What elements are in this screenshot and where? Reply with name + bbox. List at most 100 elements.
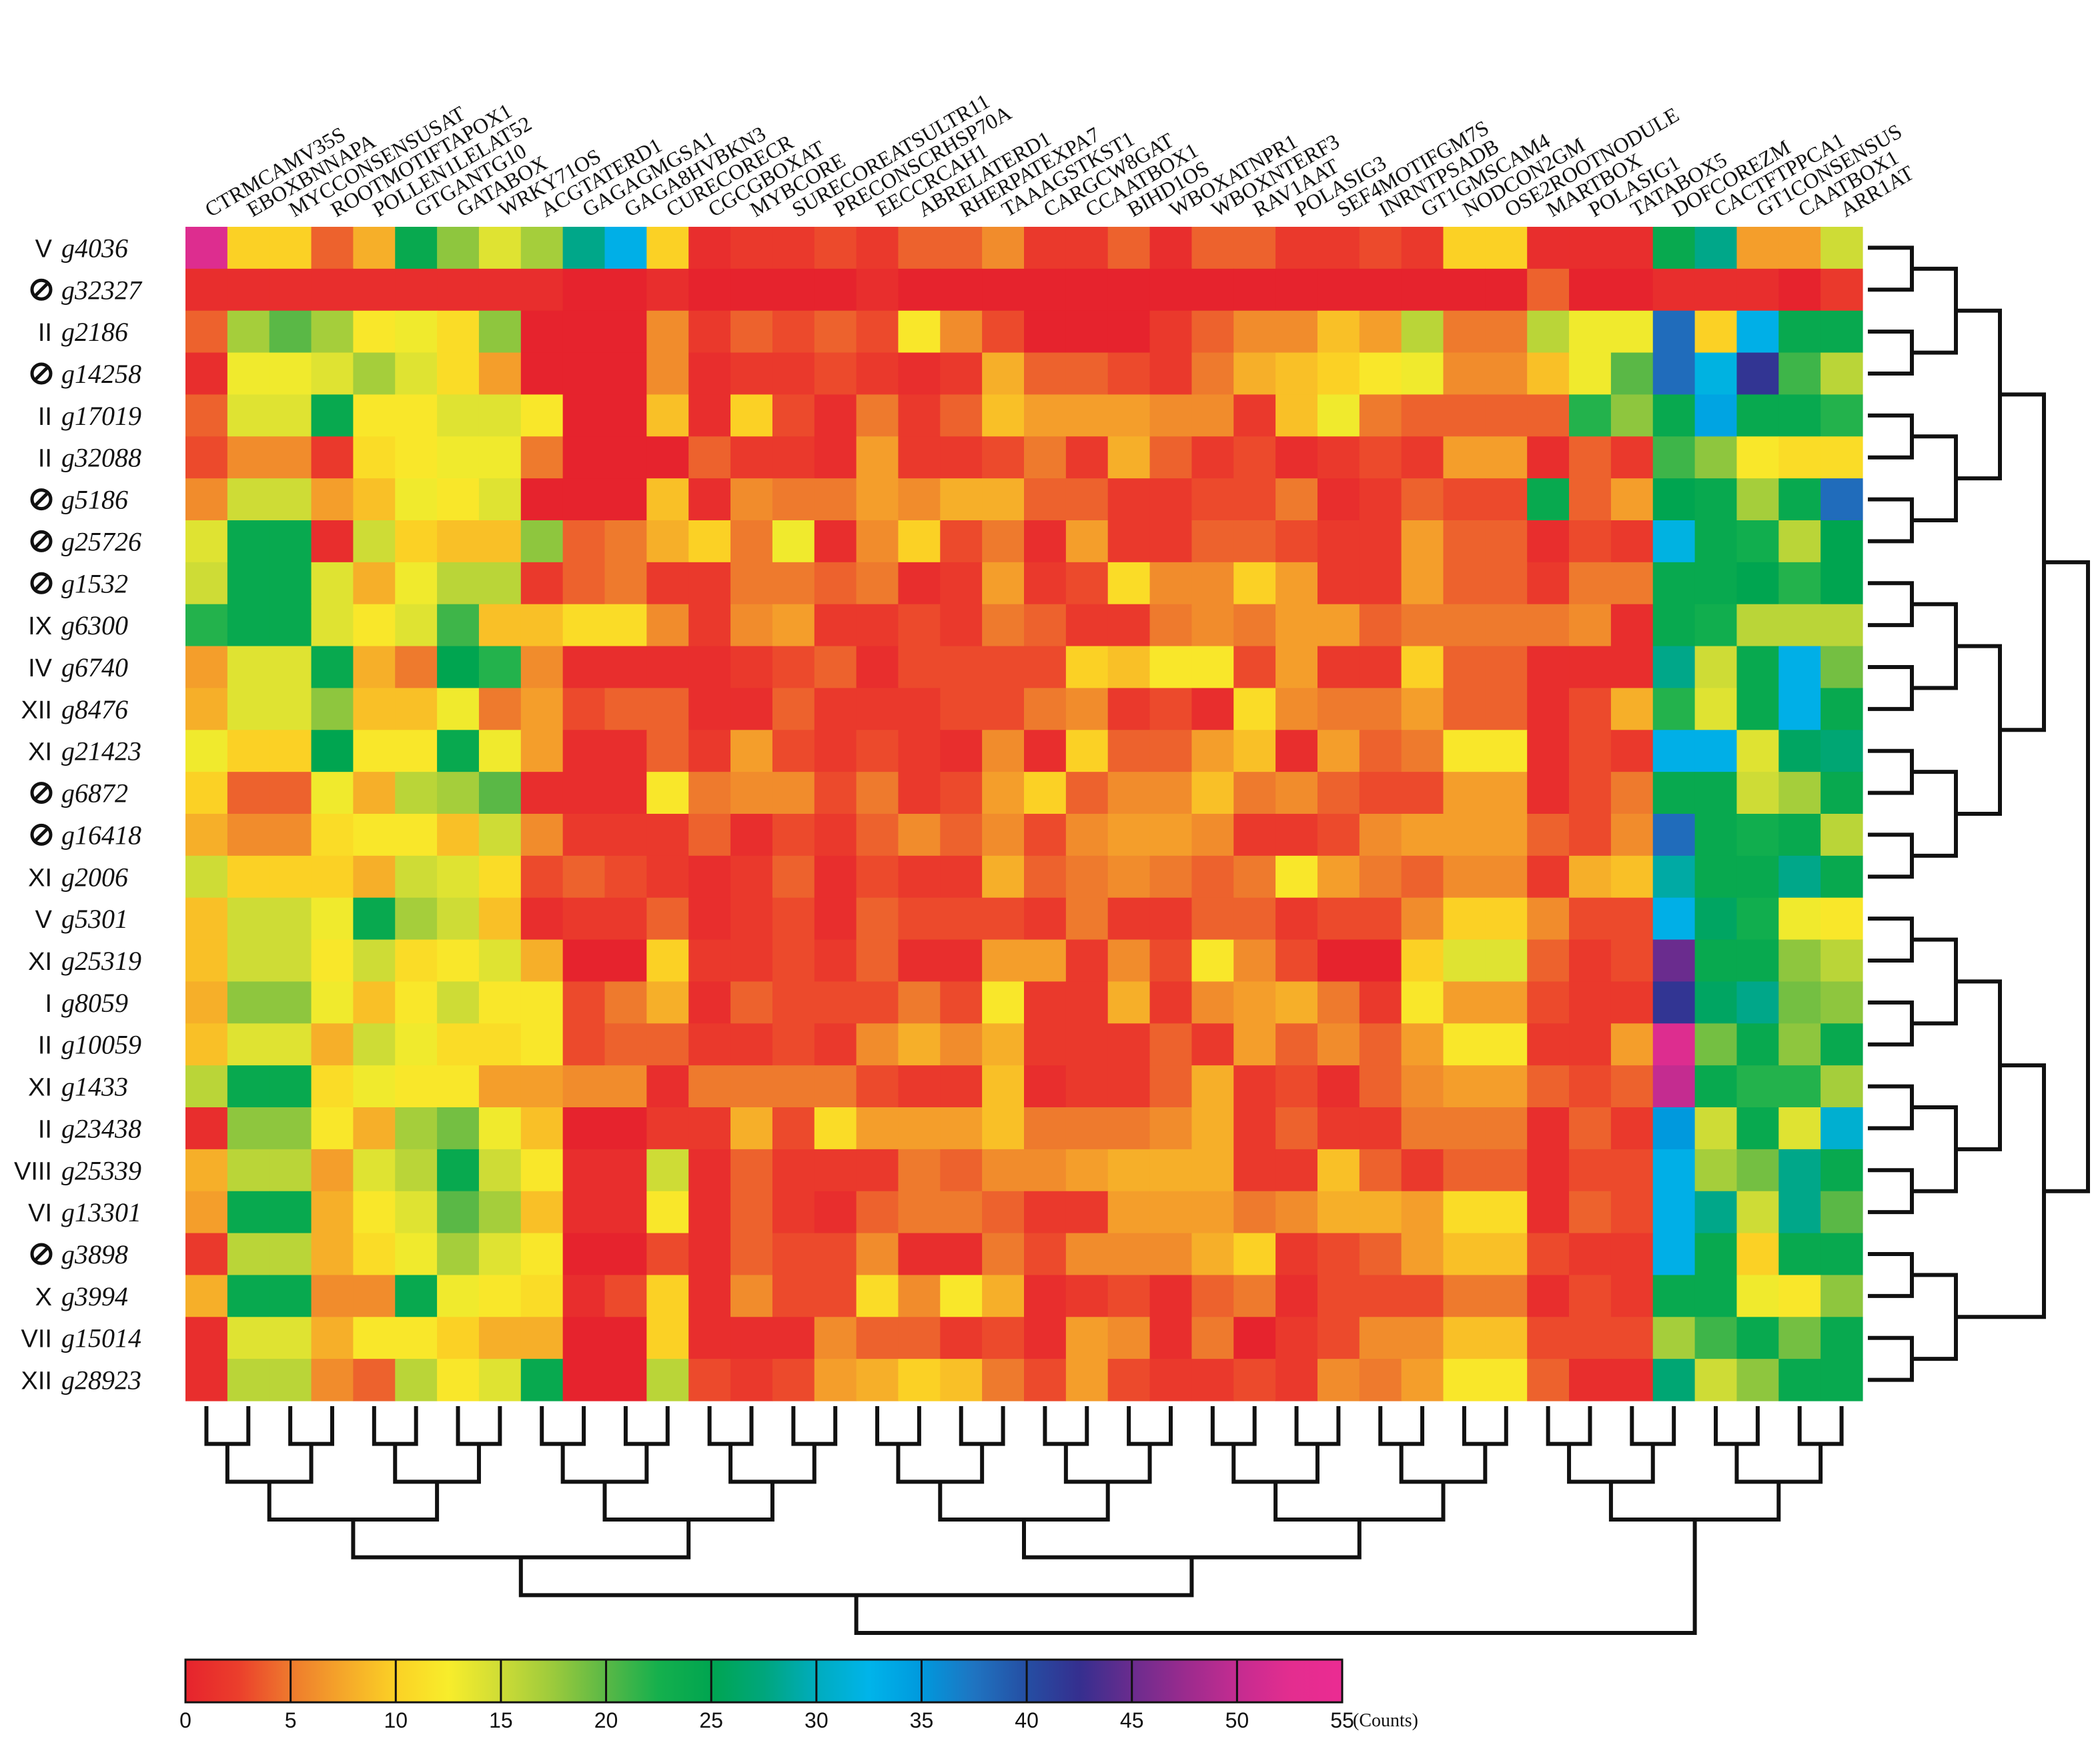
heatmap-cell-g6872-RAV1AAT [1233, 772, 1276, 814]
heatmap-cell-g25726-POLASIG3 [1275, 520, 1318, 563]
heatmap-cell-g14258-CCAATBOX1 [1065, 352, 1109, 396]
colorbar-tick-label: 50 [1225, 1708, 1249, 1732]
heatmap-cell-g5186-GT1GMSCAM4 [1401, 478, 1444, 521]
heatmap-cell-g25319-RHERPATEXPA7 [940, 939, 983, 983]
heatmap-cell-g23438-CURECORECR [646, 1107, 689, 1150]
heatmap-cell-g28923-CAATBOX1 [1778, 1359, 1821, 1401]
heatmap-cell-g1532-CCAATBOX1 [1065, 562, 1109, 605]
heatmap-cell-g1532-NODCON2GM [1443, 562, 1486, 605]
heatmap-cell-g6300-CAATBOX1 [1778, 604, 1821, 647]
heatmap-cell-g5186-EBOXBNNAPA [227, 478, 270, 521]
heatmap-cell-g13301-MARTBOX [1527, 1191, 1570, 1234]
heatmap-cell-g13301-POLASIG3 [1275, 1191, 1318, 1234]
heatmap-cell-g21423-MYBCORE [730, 730, 773, 772]
heatmap-cell-g21423-POLASIG1 [1569, 730, 1612, 772]
heatmap-cell-g13301-ABRELATERD1 [898, 1191, 941, 1234]
heatmap-cell-g6872-NODCON2GM [1443, 772, 1486, 814]
heatmap-cell-g21423-POLLEN1LELAT52 [353, 730, 396, 772]
heatmap-cell-g17019-ABRELATERD1 [898, 394, 941, 437]
heatmap-cell-g32327-CTRMCAMV35S [185, 268, 228, 312]
heatmap-cell-g4036-OSE2ROOTNODULE [1485, 227, 1528, 269]
heatmap-cell-g28923-CTRMCAMV35S [185, 1359, 228, 1401]
heatmap-cell-g2006-RHERPATEXPA7 [940, 855, 983, 899]
heatmap-cell-g8476-WBOXNTERF3 [1191, 688, 1234, 730]
heatmap-cell-g6740-RAV1AAT [1233, 646, 1276, 689]
heatmap-cell-g28923-WBOXATNPR1 [1149, 1359, 1192, 1401]
heatmap-cell-g13301-BIHD1OS [1107, 1191, 1151, 1234]
heatmap-cell-g17019-WBOXATNPR1 [1149, 394, 1192, 437]
row-chromosome-label: I [45, 990, 52, 1018]
heatmap-cell-g3898-GAGA8HVBKN3 [604, 1233, 647, 1276]
heatmap-cell-g6740-PRECONSCRHSP70A [814, 646, 857, 689]
heatmap-cell-g28923-ROOTMOTIFTAPOX1 [311, 1359, 354, 1401]
heatmap-cell-g1433-SURECOREATSULTR11 [772, 1065, 815, 1108]
heatmap-cell-g1532-GATABOX [437, 562, 480, 605]
heatmap-cell-g17019-BIHD1OS [1107, 394, 1151, 437]
heatmap-cell-g15014-SURECOREATSULTR11 [772, 1317, 815, 1359]
heatmap-cell-g28923-DOFCOREZM [1652, 1359, 1696, 1401]
heatmap-cell-g15014-CGCGBOXAT [688, 1317, 731, 1359]
heatmap-cell-g6872-WRKY71OS [478, 772, 522, 814]
heatmap-cell-g13301-ACGTATERD1 [520, 1191, 564, 1234]
heatmap-cell-g1433-POLLEN1LELAT52 [353, 1065, 396, 1108]
no-chromosome-icon: ∅ [30, 362, 53, 385]
heatmap-cell-g32088-EECCRCAH1 [856, 436, 899, 479]
heatmap-cell-g25319-GTGANTG10 [395, 939, 438, 983]
heatmap-cell-g5186-MYBCORE [730, 478, 773, 521]
heatmap-cell-g5186-WBOXATNPR1 [1149, 478, 1192, 521]
heatmap-cell-g6300-CCAATBOX1 [1065, 604, 1109, 647]
heatmap-cell-g1532-PRECONSCRHSP70A [814, 562, 857, 605]
heatmap-cell-g2186-GTGANTG10 [395, 310, 438, 354]
heatmap-cell-g16418-POLASIG3 [1275, 814, 1318, 856]
row-chromosome-symbol: ∅ [41, 382, 42, 384]
heatmap-cell-g21423-WBOXNTERF3 [1191, 730, 1234, 772]
no-chromosome-icon: ∅ [30, 530, 53, 552]
heatmap-cell-g13301-POLASIG1 [1569, 1191, 1612, 1234]
heatmap-cell-g5301-CACTFTPPCA1 [1694, 897, 1738, 941]
heatmap-cell-g15014-ABRELATERD1 [898, 1317, 941, 1359]
heatmap-cell-g1433-PRECONSCRHSP70A [814, 1065, 857, 1108]
heatmap-cell-g32088-SURECOREATSULTR11 [772, 436, 815, 479]
heatmap-cell-g13301-MYCCONSENSUSAT [269, 1191, 312, 1234]
heatmap-cell-g1433-OSE2ROOTNODULE [1485, 1065, 1528, 1108]
heatmap-cell-g21423-CAATBOX1 [1778, 730, 1821, 772]
heatmap-cell-g32088-MYCCONSENSUSAT [269, 436, 312, 479]
heatmap-cell-g6300-CTRMCAMV35S [185, 604, 228, 647]
heatmap-cell-g25319-GT1CONSENSUS [1736, 939, 1779, 983]
heatmap-cell-g8476-BIHD1OS [1107, 688, 1151, 730]
heatmap-cell-g25339-CCAATBOX1 [1065, 1149, 1109, 1192]
row-gene-label-g13301: g13301 [61, 1197, 141, 1227]
heatmap-cell-g8476-WBOXATNPR1 [1149, 688, 1192, 730]
heatmap-cell-g23438-GATABOX [437, 1107, 480, 1150]
heatmap-cell-g3898-RAV1AAT [1233, 1233, 1276, 1276]
heatmap-cell-g32088-GAGA8HVBKN3 [604, 436, 647, 479]
row-chromosome-label: II [38, 403, 52, 431]
heatmap-cell-g3994-CURECORECR [646, 1275, 689, 1317]
dendrogram-branch [518, 1557, 1194, 1598]
heatmap-cell-g2186-GAGAGMGSA1 [562, 310, 606, 354]
heatmap-cell-g32327-DOFCOREZM [1652, 268, 1696, 312]
heatmap-cell-g16418-DOFCOREZM [1652, 814, 1696, 856]
dendrogram-branch [1868, 245, 1914, 292]
heatmap-cell-g17019-CGCGBOXAT [688, 394, 731, 437]
heatmap-cell-g8476-ARR1AT [1820, 688, 1863, 730]
heatmap-cell-g6300-WBOXNTERF3 [1191, 604, 1234, 647]
heatmap-cell-g25726-DOFCOREZM [1652, 520, 1696, 563]
colorbar-tick-label: 15 [489, 1708, 513, 1732]
heatmap-cell-g1433-CAATBOX1 [1778, 1065, 1821, 1108]
heatmap-cell-g23438-WBOXATNPR1 [1149, 1107, 1192, 1150]
heatmap-cell-g5301-RHERPATEXPA7 [940, 897, 983, 941]
heatmap-cell-g2186-TATABOX5 [1610, 310, 1654, 354]
row-gene-label-g14258: g14258 [61, 359, 141, 389]
heatmap-cell-g21423-ROOTMOTIFTAPOX1 [311, 730, 354, 772]
heatmap-cell-g1433-GT1GMSCAM4 [1401, 1065, 1444, 1108]
heatmap-cell-g2186-POLASIG1 [1569, 310, 1612, 354]
heatmap-cell-g8476-ACGTATERD1 [520, 688, 564, 730]
heatmap-cell-g4036-MYCCONSENSUSAT [269, 227, 312, 269]
heatmap-cell-g23438-WBOXNTERF3 [1191, 1107, 1234, 1150]
heatmap-cell-g6740-MYCCONSENSUSAT [269, 646, 312, 689]
heatmap-cell-g25339-OSE2ROOTNODULE [1485, 1149, 1528, 1192]
heatmap-cell-g32088-CACTFTPPCA1 [1694, 436, 1738, 479]
heatmap-cell-g1433-EBOXBNNAPA [227, 1065, 270, 1108]
heatmap-cell-g16418-ARR1AT [1820, 814, 1863, 856]
